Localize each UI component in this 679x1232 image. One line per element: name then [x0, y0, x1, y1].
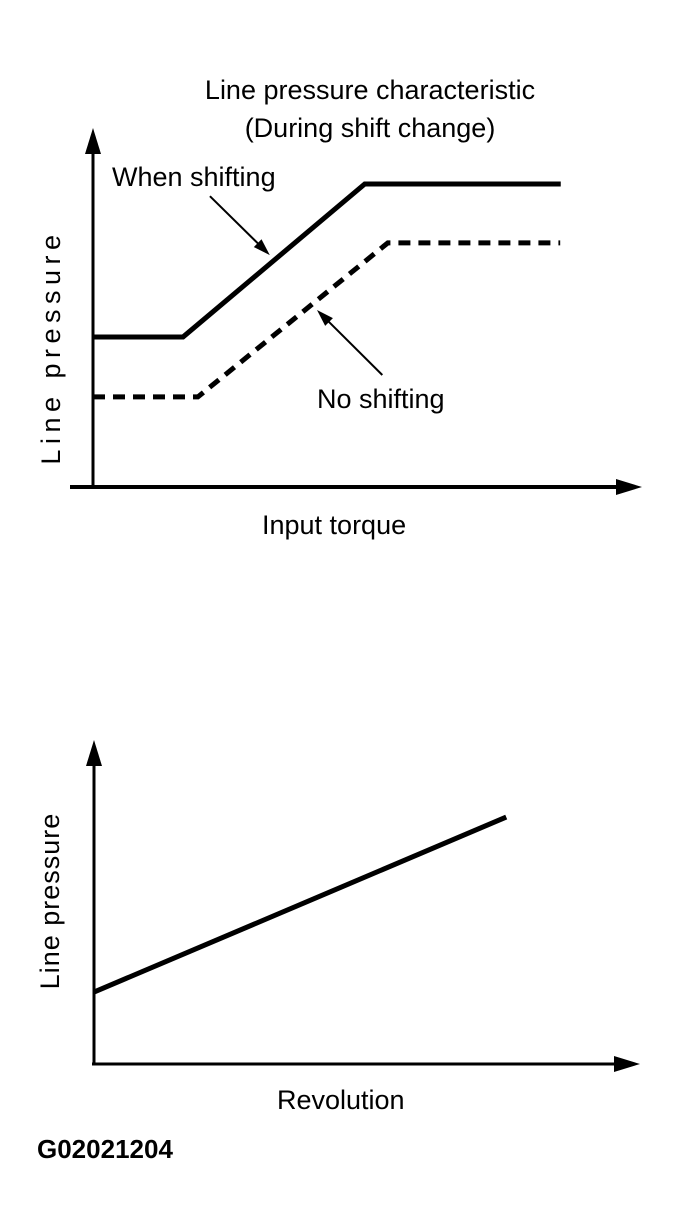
chart1-title-block: Line pressure characteristic (During shi… — [130, 71, 610, 147]
chart2-series-line-pressure-vs-revolution-line — [93, 814, 508, 995]
chart1-series-when-shifting-label: When shifting — [112, 162, 276, 192]
chart2-x-axis-arrowhead-icon — [614, 1056, 640, 1072]
chart1-y-axis-arrowhead-icon — [85, 128, 101, 154]
chart1-series-no-shifting-label: No shifting — [317, 384, 445, 414]
chart1-subtitle: (During shift change) — [244, 113, 496, 143]
chart1-series-no-shifting-line — [93, 240, 561, 400]
chart1-annotation-no-shifting-arrow — [323, 316, 384, 376]
chart1-x-axis-label: Input torque — [262, 510, 407, 540]
chart1-x-axis-arrowhead-icon — [616, 479, 642, 495]
chart1-y-axis-label: Line pressure — [36, 229, 66, 465]
chart2-y-axis-label: Line pressure — [35, 812, 65, 990]
chart1-annotation-when-shifting-arrow — [209, 195, 264, 249]
chart1-series-when-shifting-line — [93, 181, 561, 340]
figure-id: G02021204 — [37, 1134, 173, 1164]
chart1-title: Line pressure characteristic — [204, 75, 536, 105]
chart2-y-axis-arrowhead-icon — [86, 740, 102, 766]
chart1-annotation-no-shifting-arrowhead-icon — [316, 310, 333, 326]
chart2-x-axis-label: Revolution — [277, 1085, 405, 1115]
chart1-annotation-when-shifting-arrowhead-icon — [253, 239, 270, 256]
